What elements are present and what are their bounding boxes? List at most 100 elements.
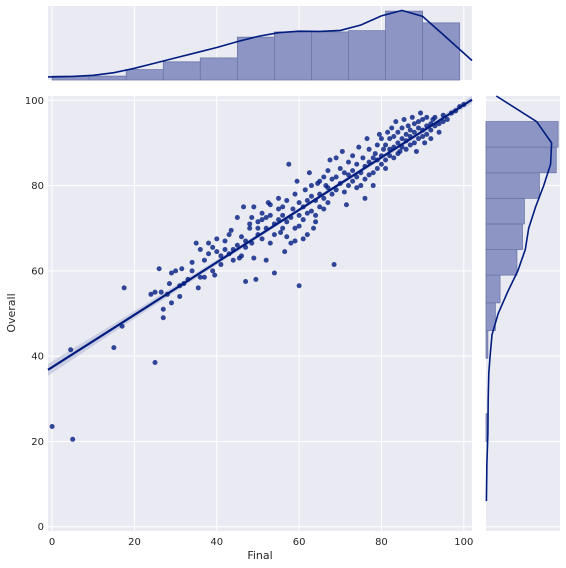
scatter-point xyxy=(378,161,384,167)
scatter-point xyxy=(397,148,403,154)
scatter-point xyxy=(271,270,277,276)
scatter-point xyxy=(372,151,378,157)
scatter-point xyxy=(403,131,409,137)
scatter-point xyxy=(432,114,438,120)
scatter-point xyxy=(354,185,360,191)
scatter-point xyxy=(121,285,127,291)
scatter-point xyxy=(440,119,446,125)
scatter-point xyxy=(179,266,185,272)
right-histogram-bar xyxy=(485,146,557,174)
scatter-point xyxy=(259,236,265,242)
scatter-point xyxy=(280,204,286,210)
scatter-point xyxy=(376,131,382,137)
scatter-point xyxy=(222,238,228,244)
scatter-point xyxy=(290,206,296,212)
scatter-point xyxy=(403,146,409,152)
scatter-point xyxy=(391,134,397,140)
scatter-point xyxy=(321,195,327,201)
scatter-point xyxy=(241,204,247,210)
scatter-point xyxy=(119,323,125,329)
scatter-point xyxy=(160,306,166,312)
scatter-point xyxy=(302,187,308,193)
scatter-point xyxy=(383,157,389,163)
scatter-point xyxy=(253,276,259,282)
scatter-point xyxy=(424,131,430,137)
scatter-point xyxy=(407,127,413,133)
top-histogram-bar xyxy=(199,57,238,81)
scatter-point xyxy=(296,223,302,229)
scatter-point xyxy=(284,197,290,203)
scatter-point xyxy=(411,129,417,135)
scatter-point xyxy=(370,183,376,189)
scatter-point xyxy=(166,281,172,287)
right-histogram-bar xyxy=(485,121,559,148)
scatter-point xyxy=(333,187,339,193)
top-histogram-bar xyxy=(274,31,312,81)
scatter-point xyxy=(243,244,249,250)
scatter-point xyxy=(422,140,428,146)
scatter-point xyxy=(247,221,253,227)
scatter-point xyxy=(405,123,411,129)
scatter-point xyxy=(160,315,166,321)
scatter-point xyxy=(411,121,417,127)
y-tick-label: 20 xyxy=(31,437,44,448)
scatter-point xyxy=(364,136,370,142)
scatter-point xyxy=(374,142,380,148)
scatter-point xyxy=(218,261,224,267)
right-histogram-bar xyxy=(485,249,518,276)
scatter-point xyxy=(226,232,232,238)
top-histogram-bar xyxy=(125,69,164,81)
right-histogram-bar xyxy=(485,172,540,199)
top-histogram-bar xyxy=(422,22,461,81)
scatter-point xyxy=(321,174,327,180)
scatter-point xyxy=(278,229,284,235)
scatter-point xyxy=(238,253,244,259)
x-tick-label: 60 xyxy=(293,537,306,548)
scatter-point xyxy=(378,136,384,142)
scatter-point xyxy=(331,261,337,267)
scatter-point xyxy=(380,146,386,152)
top-histogram-bar xyxy=(348,30,386,81)
scatter-point xyxy=(70,436,76,442)
scatter-point xyxy=(201,274,207,280)
scatter-point xyxy=(251,204,257,210)
top-histogram-bar xyxy=(385,10,424,81)
scatter-point xyxy=(197,274,203,280)
scatter-point xyxy=(201,257,207,263)
scatter-point xyxy=(341,170,347,176)
scatter-point xyxy=(420,116,426,122)
scatter-point xyxy=(267,240,273,246)
top-kde-curve xyxy=(47,9,473,78)
scatter-point xyxy=(350,153,356,159)
scatter-point xyxy=(413,148,419,154)
scatter-point xyxy=(206,251,212,257)
scatter-point xyxy=(259,210,265,216)
scatter-point xyxy=(329,191,335,197)
scatter-point xyxy=(218,253,224,259)
scatter-point xyxy=(313,219,319,225)
scatter-point xyxy=(168,270,174,276)
scatter-point xyxy=(444,116,450,122)
scatter-point xyxy=(152,360,158,366)
scatter-point xyxy=(383,142,389,148)
scatter-point xyxy=(276,206,282,212)
scatter-point xyxy=(354,174,360,180)
scatter-point xyxy=(346,183,352,189)
scatter-point xyxy=(286,161,292,167)
scatter-point xyxy=(214,249,220,255)
scatter-plot-area: 0 20 40 60 80 100 0 20 40 60 80 100 xyxy=(25,96,473,548)
x-tick-label: 0 xyxy=(49,537,55,548)
scatter-point xyxy=(249,215,255,221)
scatter-point xyxy=(243,279,249,285)
scatter-point xyxy=(168,300,174,306)
scatter-point xyxy=(308,183,314,189)
scatter-point xyxy=(358,183,364,189)
scatter-point xyxy=(424,114,430,120)
scatter-point xyxy=(296,200,302,206)
scatter-point xyxy=(158,289,164,295)
marginal-y-histogram xyxy=(485,95,560,531)
scatter-point xyxy=(321,206,327,212)
scatter-point xyxy=(308,208,314,214)
scatter-point xyxy=(370,170,376,176)
scatter-point xyxy=(415,136,421,142)
